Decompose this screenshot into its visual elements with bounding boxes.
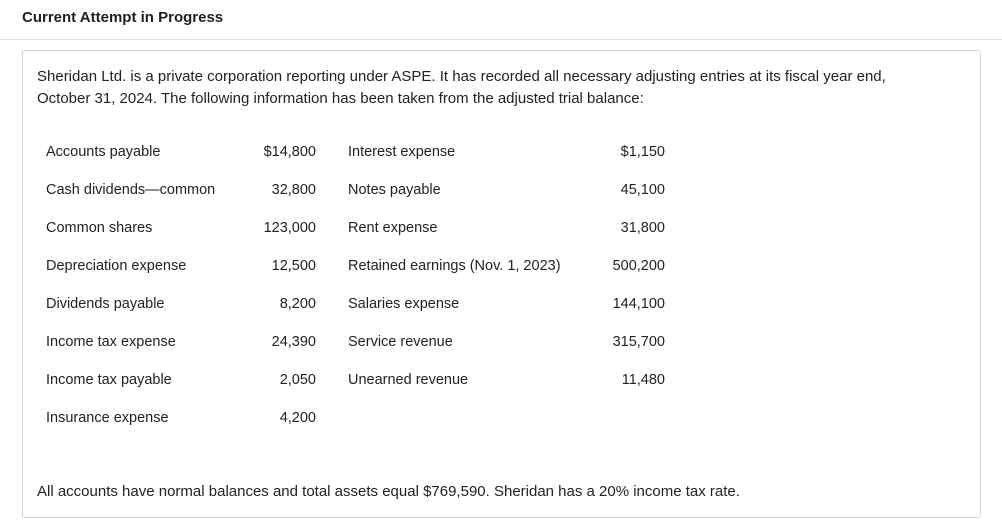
account-name: Rent expense	[348, 220, 438, 236]
account-amount: 144,100	[612, 296, 665, 312]
problem-footer-note: All accounts have normal balances and to…	[37, 483, 740, 500]
problem-card: Sheridan Ltd. is a private corporation r…	[22, 50, 981, 518]
account-amount: 45,100	[620, 182, 665, 198]
account-amount: 8,200	[279, 296, 316, 312]
attempt-status-title: Current Attempt in Progress	[22, 9, 224, 26]
account-amount: 315,700	[612, 334, 665, 350]
account-name: Service revenue	[348, 334, 453, 350]
account-name: Retained earnings (Nov. 1, 2023)	[348, 258, 561, 274]
account-name: Insurance expense	[46, 410, 169, 426]
account-name: Common shares	[46, 220, 153, 236]
account-amount: $1,150	[620, 144, 665, 160]
attempt-header: Current Attempt in Progress	[0, 0, 1002, 40]
account-amount: 12,500	[271, 258, 316, 274]
account-name: Depreciation expense	[46, 258, 187, 274]
account-amount: 32,800	[271, 182, 316, 198]
account-name: Dividends payable	[46, 296, 165, 312]
account-name: Income tax payable	[46, 372, 172, 388]
account-name: Interest expense	[348, 144, 456, 160]
account-amount: 24,390	[271, 334, 316, 350]
account-amount: 2,050	[279, 372, 316, 388]
account-amount: 11,480	[621, 372, 665, 388]
problem-intro: Sheridan Ltd. is a private corporation r…	[37, 68, 886, 107]
account-amount: $14,800	[263, 144, 316, 160]
account-amount: 4,200	[279, 410, 316, 426]
account-amount: 123,000	[263, 220, 316, 236]
account-name: Unearned revenue	[348, 372, 469, 388]
account-name: Income tax expense	[46, 334, 176, 350]
account-amount: 31,800	[620, 220, 665, 236]
account-name: Accounts payable	[46, 144, 161, 160]
account-name: Notes payable	[348, 182, 441, 198]
account-amount: 500,200	[612, 258, 665, 274]
account-name: Cash dividends—common	[46, 182, 216, 198]
account-name: Salaries expense	[348, 296, 460, 312]
